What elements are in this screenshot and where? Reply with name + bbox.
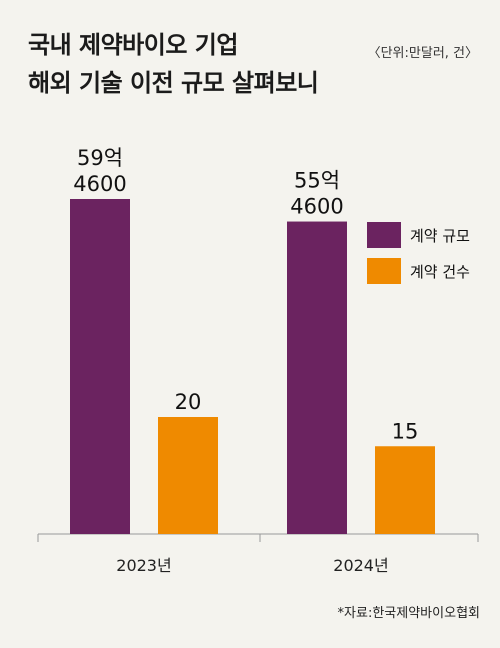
unit-note: 〈단위:만달러, 건〉 [367,46,478,61]
legend-label: 계약 건수 [410,263,470,281]
x-tick-label: 2024년 [333,556,388,575]
legend-swatch-contract-value [367,222,401,248]
data-label: 4600 [290,195,343,219]
source-note: *자료:한국제약바이오협회 [337,606,480,621]
legend-swatch-contract-count [367,258,401,284]
data-label: 4600 [73,172,126,196]
bar-contract-value [70,199,130,534]
data-label: 59억 [77,146,123,170]
data-label: 20 [175,390,202,414]
bar-contract-count [375,446,435,534]
legend-label: 계약 규모 [410,227,470,245]
chart-title: 국내 제약바이오 기업 해외 기술 이전 규모 살펴보니 [28,26,319,102]
data-label: 55억 [294,169,340,193]
x-tick-label: 2023년 [116,556,171,575]
title-line-2: 해외 기술 이전 규모 살펴보니 [28,69,319,97]
bar-contract-count [158,417,218,534]
title-line-1: 국내 제약바이오 기업 [28,31,238,59]
bar-contract-value [287,221,347,534]
data-label: 15 [392,419,419,443]
